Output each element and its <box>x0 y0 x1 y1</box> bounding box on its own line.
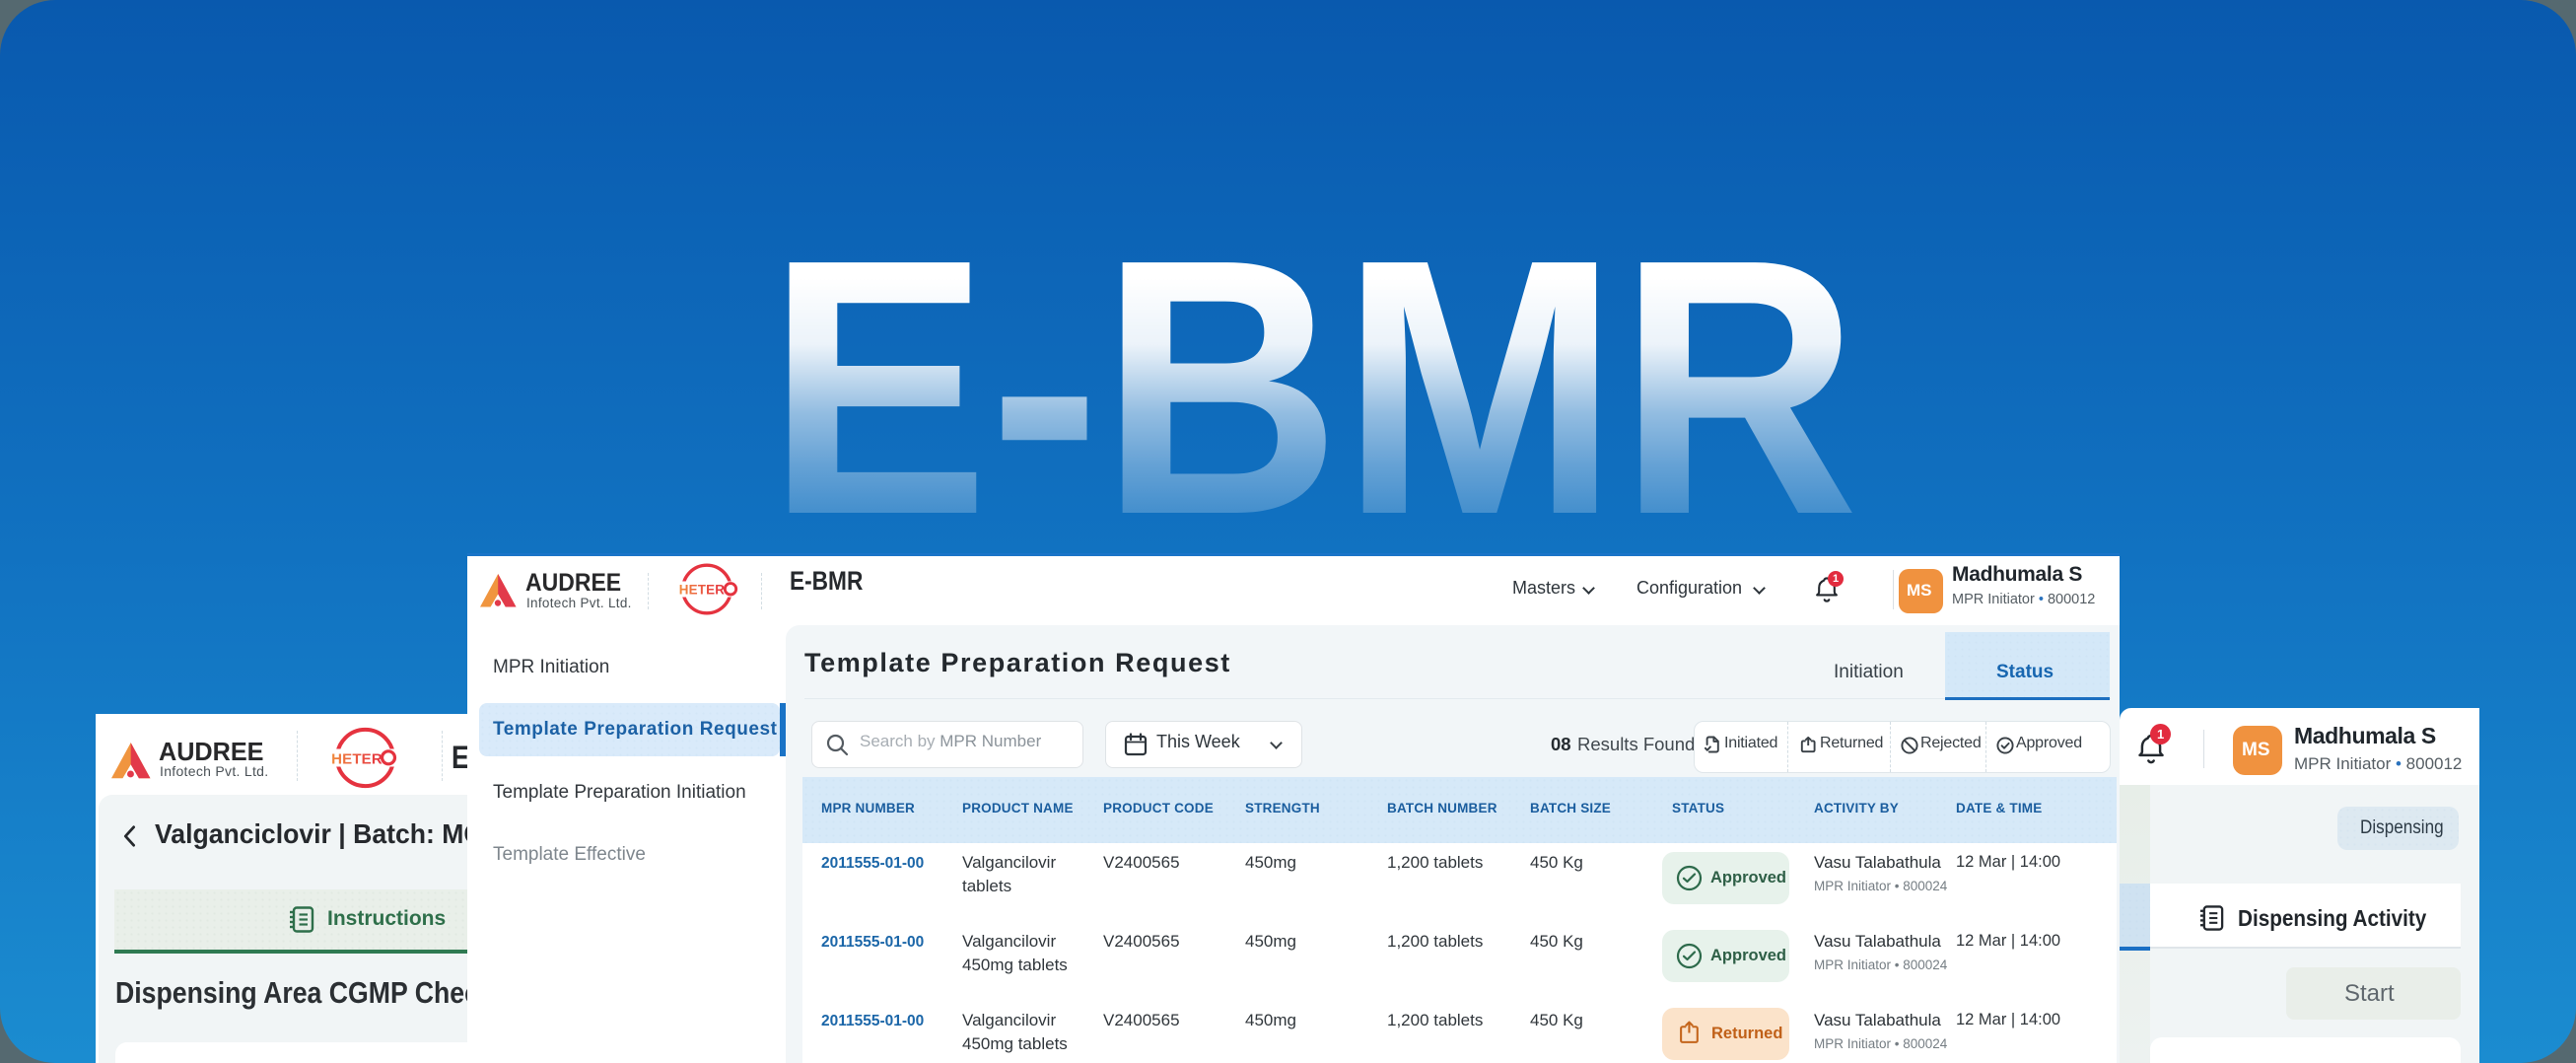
svg-text:HETER: HETER <box>331 751 383 768</box>
svg-text:HETER: HETER <box>679 583 726 598</box>
